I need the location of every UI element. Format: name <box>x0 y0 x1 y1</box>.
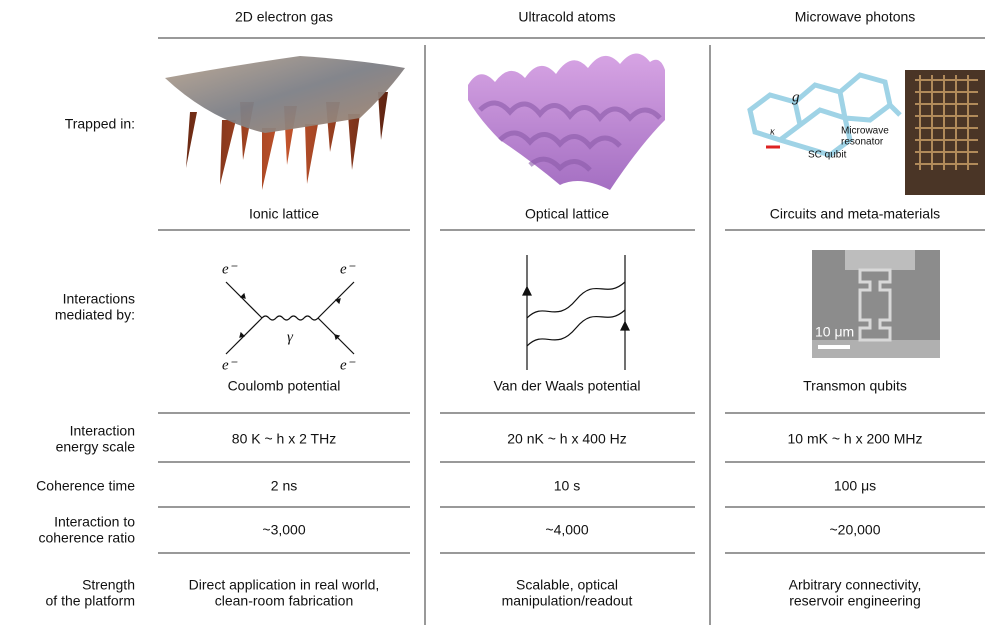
cell: Ionic lattice <box>249 206 319 222</box>
cell: 20 nK ~ h x 400 Hz <box>507 431 626 447</box>
cell: ~3,000 <box>262 522 305 538</box>
particle-label: e⁻ <box>340 261 356 277</box>
cell: Arbitrary connectivity, <box>789 577 922 593</box>
cell: ~4,000 <box>545 522 588 538</box>
row-label: mediated by: <box>55 307 135 323</box>
column-header: Microwave photons <box>795 9 916 25</box>
circuit-lattice-image: g κ Microwave resonator SC qubit <box>750 70 985 195</box>
cell: 2 ns <box>271 478 297 494</box>
cell: manipulation/readout <box>502 593 633 609</box>
row-label: Coherence time <box>36 478 135 494</box>
row-label: Interaction <box>70 423 135 439</box>
cell: 100 μs <box>834 478 876 494</box>
cell: 10 mK ~ h x 200 MHz <box>787 431 922 447</box>
cell: ~20,000 <box>830 522 881 538</box>
cell: reservoir engineering <box>789 593 921 609</box>
scale-label: 10 μm <box>815 324 854 340</box>
cell: Transmon qubits <box>803 378 907 394</box>
lattice-surface <box>468 53 665 190</box>
row-label: Trapped in: <box>65 116 135 132</box>
cell: Circuits and meta-materials <box>770 206 940 222</box>
cell: Coulomb potential <box>228 378 341 394</box>
row-label: energy scale <box>56 439 136 455</box>
resonator-label: resonator <box>841 137 884 148</box>
cell: Scalable, optical <box>516 577 618 593</box>
column-header: Ultracold atoms <box>518 9 615 25</box>
cell: Van der Waals potential <box>493 378 640 394</box>
row-label: Interactions <box>63 291 135 307</box>
ionic-lattice-image <box>165 56 405 190</box>
particle-label: γ <box>287 329 294 345</box>
particle-label: e⁻ <box>340 357 356 373</box>
particle-label: e⁻ <box>222 261 238 277</box>
row-label: coherence ratio <box>38 530 135 546</box>
decay-label: κ <box>770 126 775 137</box>
cell: 80 K ~ h x 2 THz <box>232 431 336 447</box>
cell: 10 s <box>554 478 580 494</box>
row-label: Strength <box>82 577 135 593</box>
cell: Optical lattice <box>525 206 609 222</box>
row-label: Interaction to <box>54 514 135 530</box>
qubit-label: SC qubit <box>808 150 847 161</box>
column-header: 2D electron gas <box>235 9 333 25</box>
coupling-label: g <box>792 89 800 105</box>
particle-label: e⁻ <box>222 357 238 373</box>
transmon-micrograph: 10 μm <box>812 250 940 358</box>
figure: 2D electron gas Ultracold atoms Microwav… <box>0 0 991 625</box>
row-label: of the platform <box>46 593 136 609</box>
cell: clean-room fabrication <box>215 593 354 609</box>
optical-lattice-image <box>468 53 665 190</box>
cell: Direct application in real world, <box>189 577 380 593</box>
resonator-label: Microwave <box>841 126 889 137</box>
van-der-waals-diagram <box>523 255 629 370</box>
